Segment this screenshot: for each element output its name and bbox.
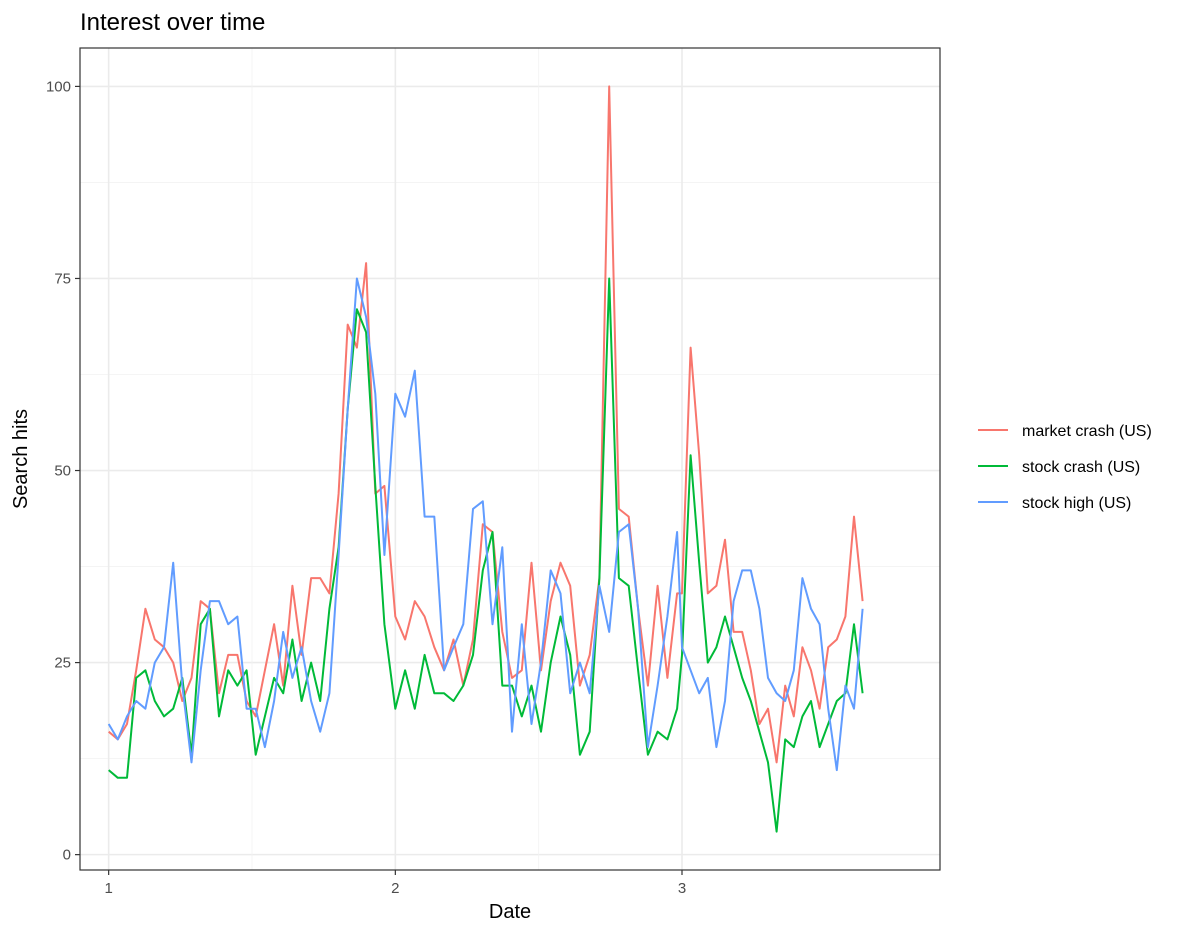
y-tick-label: 50 [54, 463, 71, 480]
plot-panel-border [79, 47, 941, 871]
grid [80, 48, 940, 870]
x-tick-label: 3 [678, 880, 686, 897]
legend-label-3: stock high (US) [1022, 495, 1131, 512]
y-tick-label: 75 [54, 270, 71, 287]
x-tick-label: 1 [104, 880, 112, 897]
plot-area [79, 47, 941, 871]
series-line-3 [107, 277, 864, 772]
legend-label-1: market crash (US) [1022, 423, 1152, 440]
plot-panel-background [80, 48, 940, 870]
legend-label-2: stock crash (US) [1022, 459, 1140, 476]
x-tick-label: 2 [391, 880, 399, 897]
x-axis: 1 2 3 [104, 870, 686, 897]
chart-title: Interest over time [80, 9, 265, 36]
series-line-2 [108, 277, 864, 833]
y-axis: 0 25 50 75 100 [46, 78, 80, 864]
y-tick-label: 100 [46, 78, 71, 95]
y-tick-label: 25 [54, 655, 71, 672]
y-axis-title: Search hits [10, 409, 32, 509]
legend: market crash (US) stock crash (US) stock h… [978, 423, 1152, 512]
y-tick-label: 0 [63, 847, 71, 864]
x-axis-title: Date [489, 901, 531, 923]
series-lines [107, 85, 864, 833]
